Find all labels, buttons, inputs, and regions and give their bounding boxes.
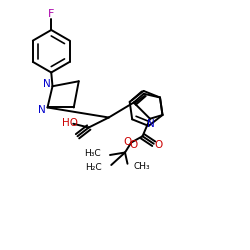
Text: H₂C: H₂C xyxy=(85,164,102,172)
Text: H₃C: H₃C xyxy=(84,149,100,158)
Text: N: N xyxy=(148,119,155,129)
Text: F: F xyxy=(48,9,54,19)
Text: O: O xyxy=(154,140,162,150)
Text: HO: HO xyxy=(62,118,78,128)
Text: O: O xyxy=(124,137,132,147)
Text: N: N xyxy=(38,105,46,115)
Text: N: N xyxy=(43,79,51,89)
Text: CH₃: CH₃ xyxy=(134,162,150,171)
Text: O: O xyxy=(130,140,138,150)
